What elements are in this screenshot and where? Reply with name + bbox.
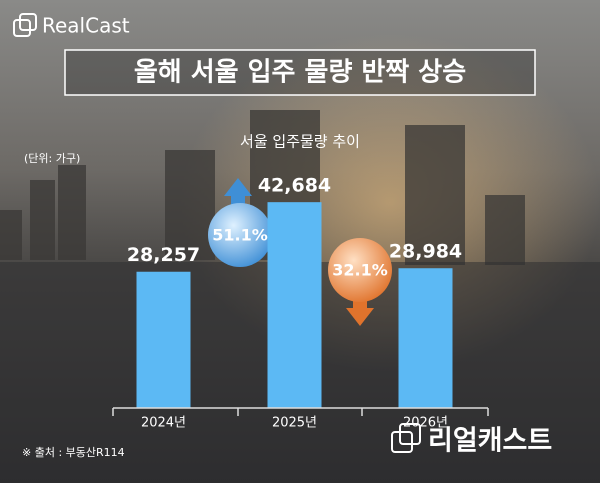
bar [398,268,453,408]
brand-korean: 리얼캐스트 [428,426,552,457]
value-label: 28,984 [389,241,462,263]
value-label: 28,257 [127,244,200,266]
bar [267,202,322,408]
x-axis-separators [112,408,489,416]
x-tick-label: 2026년 [403,416,448,431]
chart-subtitle: 서울 입주물량 추이 [240,133,360,151]
source-note: ※ 출처 : 부동산R114 [22,446,125,459]
change-annotation: 51.1% [212,226,268,245]
decrease-badge: 32.1% [328,238,392,326]
logo: RealCast [13,13,130,38]
increase-badge: 51.1% [208,178,272,267]
brand: RealCast [42,14,130,38]
change-annotation: 32.1% [332,261,388,280]
chart-title: 올해 서울 입주 물량 반짝 상승 [134,58,466,88]
logo-korean: 리얼캐스트 [391,423,552,457]
plot-area: 2024년 28,257 2025년 42,684 2026년 28,984 [127,175,462,431]
bar [136,271,191,408]
value-label: 42,684 [258,175,331,197]
unit-label: (단위: 가구) [24,152,80,165]
x-tick-label: 2024년 [141,416,186,431]
x-tick-label: 2025년 [272,416,317,431]
title-box [64,49,536,96]
